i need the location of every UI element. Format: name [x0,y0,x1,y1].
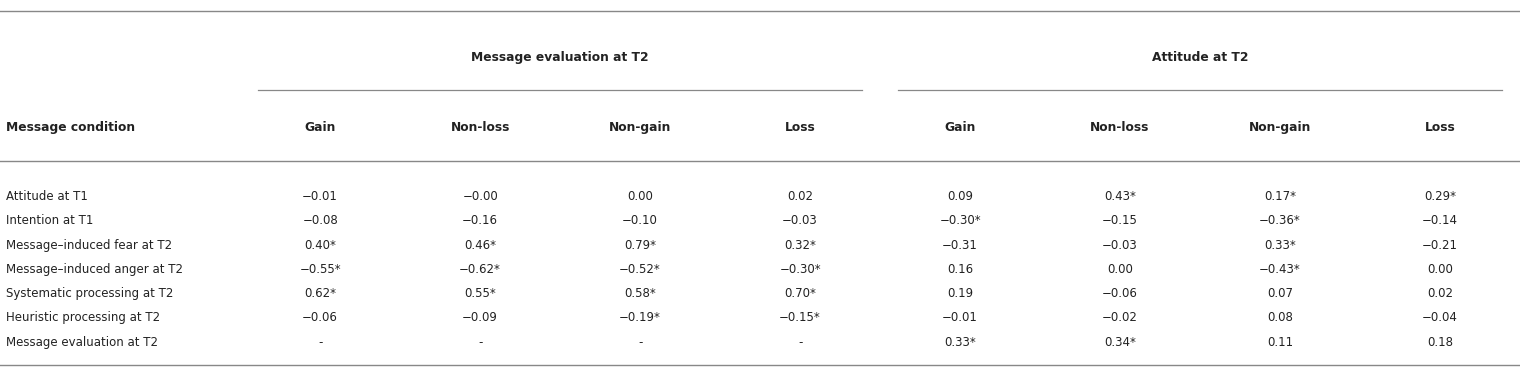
Text: −0.09: −0.09 [462,311,499,324]
Text: -: - [477,336,482,349]
Text: 0.00: 0.00 [1107,263,1132,276]
Text: −0.02: −0.02 [1102,311,1138,324]
Text: 0.02: 0.02 [1427,287,1453,300]
Text: -: - [798,336,803,349]
Text: 0.40*: 0.40* [304,239,336,252]
Text: −0.00: −0.00 [462,190,499,203]
Text: −0.14: −0.14 [1423,214,1458,227]
Text: -: - [318,336,322,349]
Text: Non-loss: Non-loss [450,121,509,134]
Text: −0.19*: −0.19* [619,311,661,324]
Text: −0.31: −0.31 [942,239,977,252]
Text: Gain: Gain [304,121,336,134]
Text: Intention at T1: Intention at T1 [6,214,93,227]
Text: 0.11: 0.11 [1268,336,1294,349]
Text: −0.03: −0.03 [1102,239,1138,252]
Text: −0.04: −0.04 [1423,311,1458,324]
Text: 0.19: 0.19 [947,287,973,300]
Text: 0.29*: 0.29* [1424,190,1456,203]
Text: Systematic processing at T2: Systematic processing at T2 [6,287,173,300]
Text: -: - [638,336,643,349]
Text: −0.15*: −0.15* [780,311,821,324]
Text: −0.06: −0.06 [1102,287,1138,300]
Text: Message–induced fear at T2: Message–induced fear at T2 [6,239,172,252]
Text: −0.03: −0.03 [783,214,818,227]
Text: −0.30*: −0.30* [780,263,821,276]
Text: Non-gain: Non-gain [1249,121,1312,134]
Text: −0.01: −0.01 [302,190,337,203]
Text: −0.52*: −0.52* [619,263,661,276]
Text: −0.08: −0.08 [302,214,337,227]
Text: Message evaluation at T2: Message evaluation at T2 [471,51,649,64]
Text: Loss: Loss [1424,121,1455,134]
Text: −0.62*: −0.62* [459,263,502,276]
Text: −0.55*: −0.55* [299,263,340,276]
Text: 0.02: 0.02 [787,190,813,203]
Text: −0.10: −0.10 [622,214,658,227]
Text: 0.18: 0.18 [1427,336,1453,349]
Text: Loss: Loss [784,121,815,134]
Text: 0.34*: 0.34* [1104,336,1135,349]
Text: −0.43*: −0.43* [1259,263,1301,276]
Text: 0.16: 0.16 [947,263,973,276]
Text: 0.62*: 0.62* [304,287,336,300]
Text: 0.33*: 0.33* [944,336,976,349]
Text: 0.58*: 0.58* [625,287,657,300]
Text: Message evaluation at T2: Message evaluation at T2 [6,336,158,349]
Text: 0.43*: 0.43* [1104,190,1135,203]
Text: 0.00: 0.00 [628,190,654,203]
Text: 0.00: 0.00 [1427,263,1453,276]
Text: 0.07: 0.07 [1268,287,1294,300]
Text: 0.17*: 0.17* [1265,190,1297,203]
Text: 0.09: 0.09 [947,190,973,203]
Text: −0.15: −0.15 [1102,214,1138,227]
Text: 0.79*: 0.79* [625,239,657,252]
Text: Non-gain: Non-gain [610,121,672,134]
Text: 0.32*: 0.32* [784,239,816,252]
Text: 0.46*: 0.46* [464,239,496,252]
Text: 0.33*: 0.33* [1265,239,1297,252]
Text: −0.36*: −0.36* [1259,214,1301,227]
Text: −0.16: −0.16 [462,214,499,227]
Text: Non-loss: Non-loss [1090,121,1149,134]
Text: 0.08: 0.08 [1268,311,1294,324]
Text: 0.70*: 0.70* [784,287,816,300]
Text: 0.55*: 0.55* [464,287,496,300]
Text: Attitude at T2: Attitude at T2 [1152,51,1248,64]
Text: −0.06: −0.06 [302,311,337,324]
Text: Message–induced anger at T2: Message–induced anger at T2 [6,263,182,276]
Text: Gain: Gain [944,121,976,134]
Text: −0.21: −0.21 [1423,239,1458,252]
Text: −0.30*: −0.30* [939,214,980,227]
Text: Attitude at T1: Attitude at T1 [6,190,88,203]
Text: −0.01: −0.01 [942,311,977,324]
Text: Message condition: Message condition [6,121,135,134]
Text: Heuristic processing at T2: Heuristic processing at T2 [6,311,160,324]
